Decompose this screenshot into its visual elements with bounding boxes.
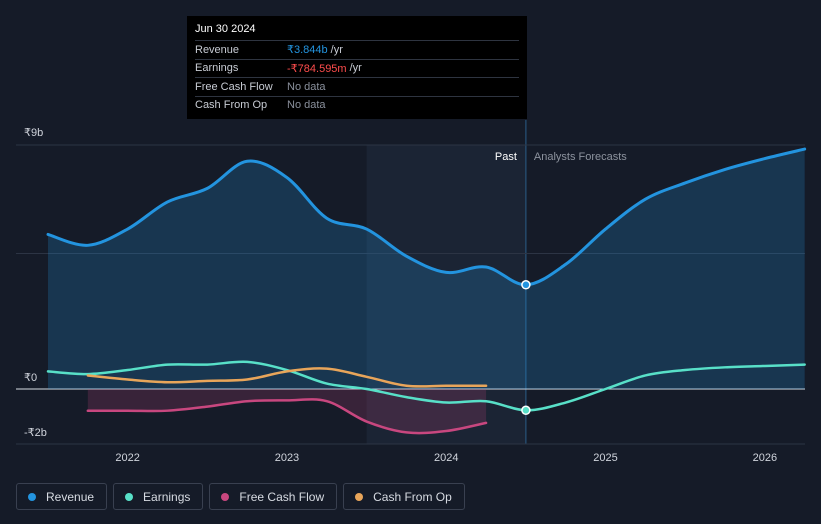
series-areas	[48, 149, 805, 434]
line-free-cash-flow	[86, 398, 488, 435]
area-free-cash-flow	[87, 389, 487, 434]
tooltip-value: No data	[287, 99, 326, 112]
tooltip-row-revenue: Revenue ₹3.844b /yr	[195, 40, 519, 59]
tooltip-value: -₹784.595m	[287, 62, 347, 75]
legend-item-revenue[interactable]: Revenue	[16, 483, 108, 510]
y-tick-label-0: ₹0	[24, 372, 37, 384]
line-earnings	[46, 360, 806, 412]
legend-label: Free Cash Flow	[239, 489, 325, 504]
legend-dot-cash-from-op	[355, 492, 364, 501]
x-tick-label-2026: 2026	[753, 452, 777, 464]
marker-revenue	[521, 280, 531, 290]
axes: ₹9b ₹0 -₹2b 2022 2023 2024 2025 2026 Pas…	[24, 127, 777, 464]
past-label: Past	[495, 151, 517, 163]
tooltip-label: Revenue	[195, 43, 240, 56]
y-tick-label-9b: ₹9b	[24, 127, 43, 139]
legend-item-cash-from-op[interactable]: Cash From Op	[343, 483, 465, 510]
tooltip-row-earnings: Earnings -₹784.595m /yr	[195, 58, 519, 78]
tooltip-label: Cash From Op	[195, 99, 268, 112]
tooltip-row-free-cash-flow: Free Cash Flow No data	[195, 77, 519, 96]
series-markers	[521, 280, 531, 416]
line-revenue	[46, 147, 807, 287]
tooltip: Jun 30 2024 Revenue ₹3.844b /yr Earnings…	[187, 16, 527, 119]
tooltip-label: Free Cash Flow	[195, 80, 273, 93]
legend-dot-free-cash-flow	[221, 492, 230, 501]
tooltip-unit: /yr	[349, 62, 362, 75]
legend-item-earnings[interactable]: Earnings	[113, 483, 204, 510]
legend-dot-revenue	[28, 492, 36, 501]
line-cash-from-op	[86, 367, 488, 388]
tooltip-row-cash-from-op: Cash From Op No data	[195, 95, 519, 115]
gridlines	[16, 144, 805, 445]
forecast-label: Analysts Forecasts	[534, 151, 627, 163]
x-tick-label-2022: 2022	[115, 452, 139, 464]
x-tick-label-2025: 2025	[593, 452, 617, 464]
x-tick-label-2024: 2024	[434, 452, 458, 464]
tooltip-value: No data	[287, 80, 326, 93]
area-revenue	[48, 149, 805, 389]
series-lines	[46, 147, 807, 435]
x-tick-label-2023: 2023	[275, 452, 299, 464]
y-tick-label-neg2b: -₹2b	[24, 427, 47, 439]
legend-dot-earnings	[125, 492, 134, 501]
legend-label: Earnings	[143, 489, 191, 504]
legend-label: Revenue	[46, 489, 95, 504]
legend-item-free-cash-flow[interactable]: Free Cash Flow	[209, 483, 338, 510]
legend: Revenue Earnings Free Cash Flow Cash Fro…	[16, 483, 465, 510]
tooltip-date: Jun 30 2024	[195, 23, 256, 35]
legend-label: Cash From Op	[373, 489, 452, 504]
tooltip-label: Earnings	[195, 62, 239, 75]
tooltip-unit: /yr	[330, 43, 343, 56]
tooltip-value: ₹3.844b	[287, 44, 328, 57]
marker-earnings	[521, 405, 531, 416]
